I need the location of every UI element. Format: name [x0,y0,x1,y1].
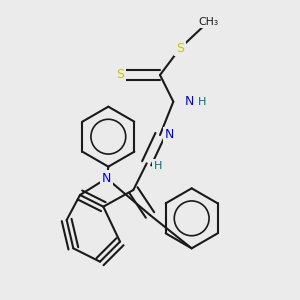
Text: N: N [102,172,111,185]
Text: N: N [165,128,174,142]
Text: H: H [197,97,206,107]
Text: N: N [184,95,194,108]
Text: S: S [116,68,124,82]
Text: CH₃: CH₃ [198,17,218,27]
Text: S: S [176,42,184,55]
Text: H: H [154,161,163,171]
